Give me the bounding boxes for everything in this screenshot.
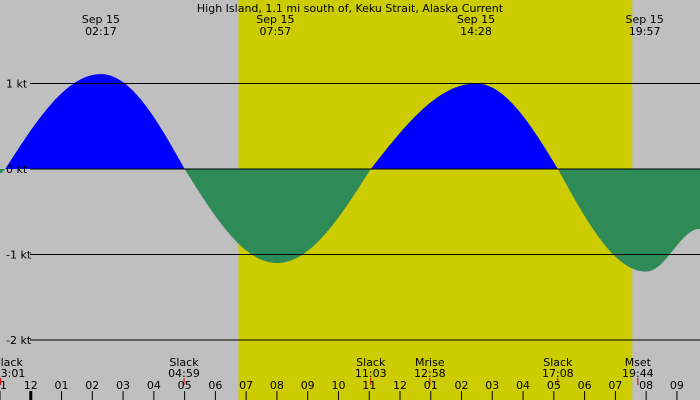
y-axis-labels: 1 kt 0 kt -1 kt -2 kt — [6, 78, 32, 348]
hour-tick-label: 11 — [0, 379, 7, 392]
event-name-label: Mset — [625, 356, 652, 369]
peak-time-label: 14:28 — [460, 25, 492, 38]
hour-tick-label: 08 — [270, 379, 284, 392]
gridlines — [30, 83, 700, 341]
ebb-area-layer — [0, 169, 700, 272]
ebb-area — [0, 169, 700, 272]
hour-tick-label: 01 — [424, 379, 438, 392]
event-time-label: 12:58 — [414, 367, 446, 380]
hour-tick-label: 12 — [393, 379, 407, 392]
hour-tick-label: 06 — [578, 379, 592, 392]
event-time-label: 3:01 — [1, 367, 26, 380]
event-name-label: Mrise — [415, 356, 445, 369]
hour-tick-label: 03 — [485, 379, 499, 392]
peak-time-label: 02:17 — [85, 25, 117, 38]
event-name-label: Slack — [543, 356, 573, 369]
event-name-label: Slack — [356, 356, 386, 369]
hour-tick-label: 08 — [639, 379, 653, 392]
hour-tick-label: 05 — [178, 379, 192, 392]
event-labels: lack3:01Slack04:59Slack11:03Mrise12:58Sl… — [0, 356, 654, 385]
flood-area-layer — [0, 74, 700, 169]
peak-date-label: Sep 15 — [256, 13, 294, 26]
y-tick-label: 0 kt — [6, 163, 28, 176]
hour-tick-label: 12 — [24, 379, 38, 392]
peak-time-label: 19:57 — [629, 25, 661, 38]
flood-area — [0, 74, 700, 169]
hour-tick-label: 10 — [331, 379, 345, 392]
event-name-label: lack — [1, 356, 24, 369]
event-time-label: 04:59 — [168, 367, 200, 380]
hour-tick-label: 03 — [116, 379, 130, 392]
event-time-label: 17:08 — [542, 367, 574, 380]
hour-tick-label: 07 — [239, 379, 253, 392]
hour-tick-label: 09 — [670, 379, 684, 392]
hour-tick-label: 07 — [608, 379, 622, 392]
peak-time-label: 07:57 — [260, 25, 292, 38]
peak-date-label: Sep 15 — [82, 13, 120, 26]
event-time-label: 11:03 — [355, 367, 387, 380]
hour-tick-label: 01 — [55, 379, 69, 392]
y-tick-label: 1 kt — [6, 78, 28, 91]
hour-tick-label: 11 — [362, 379, 376, 392]
y-tick-label: -1 kt — [6, 249, 32, 262]
hour-tick-label: 04 — [147, 379, 161, 392]
hour-tick-label: 09 — [301, 379, 315, 392]
peak-date-label: Sep 15 — [625, 13, 663, 26]
hour-tick-label: 06 — [208, 379, 222, 392]
x-axis: 11 12 01 02 03 04 05 06 07 08 09 10 11 12 01 02 03 04 05 06… — [0, 379, 684, 400]
hour-tick-label: 04 — [516, 379, 530, 392]
hour-tick-label: 05 — [547, 379, 561, 392]
event-time-label: 19:44 — [622, 367, 654, 380]
y-tick-label: -2 kt — [6, 334, 32, 347]
hour-tick-label: 02 — [85, 379, 99, 392]
event-name-label: Slack — [169, 356, 199, 369]
chart-title: High Island, 1.1 mi south of, Keku Strai… — [197, 2, 504, 15]
hour-tick-label: 02 — [455, 379, 469, 392]
peak-date-label: Sep 15 — [457, 13, 495, 26]
